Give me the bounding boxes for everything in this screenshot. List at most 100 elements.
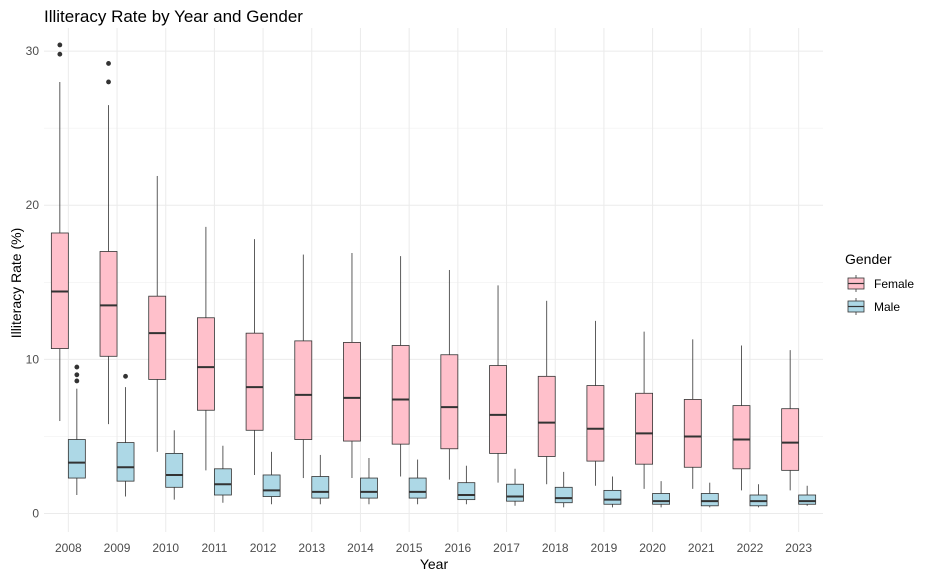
x-tick-label: 2021 [688, 541, 715, 555]
box-iqr [245, 332, 264, 431]
x-tick-label: 2019 [591, 541, 618, 555]
box-male-2012 [262, 451, 281, 505]
legend-title: Gender [845, 251, 892, 267]
x-tick-label: 2016 [444, 541, 471, 555]
box-iqr [262, 474, 281, 497]
box-iqr [732, 405, 751, 470]
outlier-point [57, 51, 63, 57]
x-tick-label: 2018 [542, 541, 569, 555]
x-tick-label: 2014 [347, 541, 374, 555]
box-iqr [165, 452, 184, 488]
box-iqr [489, 365, 507, 454]
legend-label: Female [874, 277, 914, 291]
box-male-2016 [457, 465, 476, 505]
box-iqr [360, 477, 378, 499]
x-tick-label: 2017 [493, 541, 520, 555]
x-tick-label: 2023 [785, 541, 812, 555]
outlier-point [74, 378, 80, 384]
x-tick-label: 2008 [55, 541, 82, 555]
box-female-2023 [781, 350, 800, 491]
outlier-point [106, 61, 111, 66]
box-female-2016 [440, 269, 459, 480]
box-male-2015 [408, 459, 427, 505]
box-iqr [635, 392, 653, 465]
box-iqr [214, 468, 232, 496]
box-male-2017 [506, 468, 524, 506]
box-iqr [343, 342, 361, 442]
x-tick-label: 2010 [152, 541, 179, 555]
box-male-2011 [214, 445, 232, 503]
y-tick-label: 30 [26, 44, 40, 58]
x-tick-label: 2022 [737, 541, 764, 555]
chart-title: Illiteracy Rate by Year and Gender [44, 7, 303, 26]
legend: Gender Female Male [845, 251, 914, 315]
box-female-2009 [99, 61, 118, 425]
box-male-2008 [67, 364, 86, 496]
box-female-2019 [586, 320, 605, 486]
box-female-2012 [245, 239, 264, 475]
y-axis-ticks: 0 10 20 30 [26, 44, 40, 520]
y-tick-label: 0 [32, 507, 39, 521]
box-iqr [683, 399, 702, 468]
outlier-point [123, 373, 128, 379]
boxes [50, 42, 817, 508]
box-male-2018 [554, 471, 573, 508]
box-female-2022 [732, 345, 751, 491]
y-axis-title: Illiteracy Rate (%) [8, 228, 24, 338]
outlier-point [57, 42, 63, 48]
grid-lines [44, 28, 823, 532]
x-tick-label: 2013 [298, 541, 325, 555]
box-female-2008 [50, 42, 69, 422]
box-iqr [554, 486, 573, 504]
box-iqr [391, 345, 410, 445]
legend-item-male: Male [847, 298, 900, 315]
box-iqr [116, 442, 135, 482]
box-iqr [798, 494, 817, 505]
box-male-2009 [116, 373, 135, 497]
box-iqr [440, 354, 459, 450]
box-female-2013 [294, 254, 313, 479]
legend-item-female: Female [847, 275, 914, 292]
box-iqr [408, 477, 427, 499]
outlier-point [74, 364, 80, 370]
box-iqr [197, 317, 215, 411]
box-iqr [537, 375, 556, 457]
box-iqr [700, 493, 719, 507]
x-tick-label: 2012 [250, 541, 277, 555]
box-female-2018 [537, 300, 556, 485]
outlier-point [74, 372, 80, 378]
x-tick-label: 2020 [639, 541, 666, 555]
box-iqr [506, 483, 524, 502]
box-iqr [311, 476, 330, 499]
box-iqr [457, 482, 476, 501]
x-tick-label: 2015 [396, 541, 423, 555]
outlier-point [106, 79, 111, 85]
box-iqr [781, 408, 800, 471]
box-male-2014 [360, 458, 378, 505]
box-male-2021 [700, 482, 719, 508]
x-axis-ticks: 2008 2009 2010 2011 2012 2013 2014 2015 2016 2017… [55, 541, 812, 555]
box-iqr [652, 493, 670, 505]
box-male-2010 [165, 430, 184, 500]
box-male-2020 [652, 481, 670, 508]
box-iqr [586, 385, 605, 462]
box-male-2022 [749, 484, 768, 508]
box-iqr [148, 295, 167, 380]
box-female-2021 [683, 339, 702, 489]
box-female-2015 [391, 256, 410, 477]
x-tick-label: 2009 [104, 541, 131, 555]
box-female-2014 [343, 253, 361, 479]
box-male-2013 [311, 454, 330, 505]
x-tick-label: 2011 [202, 541, 228, 555]
legend-label: Male [874, 300, 900, 314]
box-iqr [67, 439, 86, 479]
box-female-2017 [489, 285, 507, 483]
box-female-2011 [197, 226, 215, 471]
box-female-2010 [148, 175, 167, 452]
box-iqr [603, 489, 622, 505]
y-tick-label: 10 [26, 352, 40, 366]
x-axis-title: Year [420, 556, 449, 572]
box-male-2023 [798, 485, 817, 506]
box-iqr [294, 340, 313, 440]
